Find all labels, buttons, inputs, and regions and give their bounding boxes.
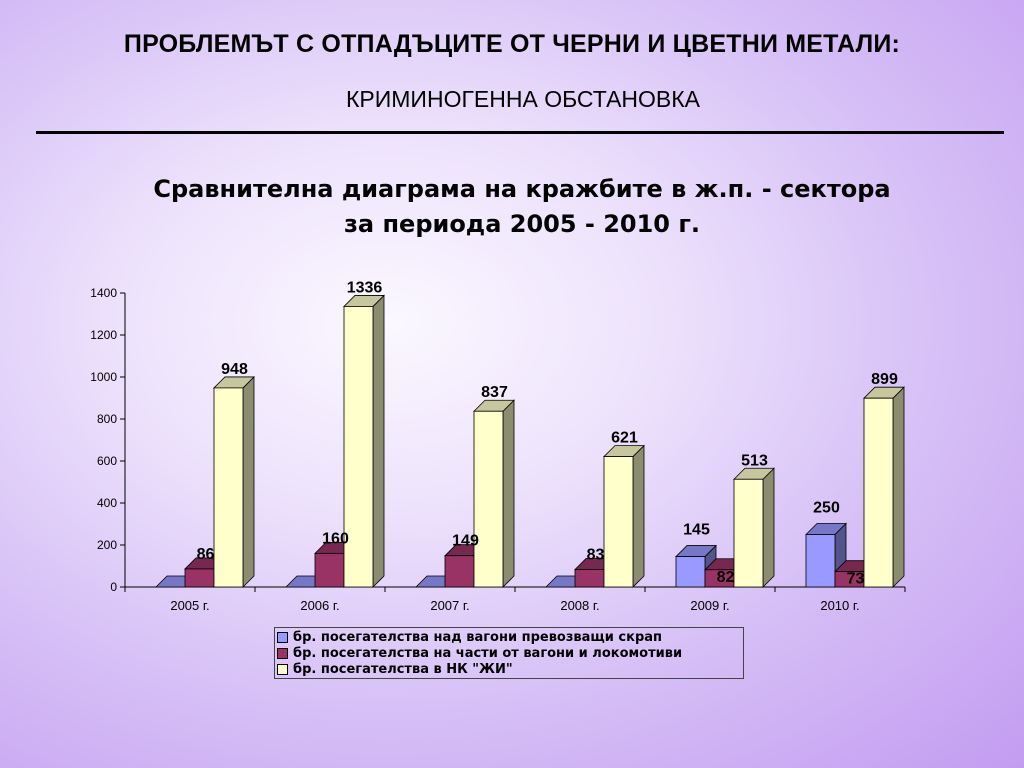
- x-tick-label: 2008 г.: [560, 598, 599, 613]
- bar-2-1: [343, 306, 374, 588]
- bar-side: [762, 467, 775, 588]
- data-label: 83: [587, 547, 605, 564]
- bar-2-4: [733, 478, 764, 588]
- data-label: 86: [197, 546, 215, 563]
- data-label: 160: [322, 530, 349, 547]
- legend-item-scrap: бр. посегателства над вагони превозващи …: [277, 629, 743, 645]
- bar-side: [242, 375, 255, 588]
- slide-title: ПРОБЛЕМЪТ С ОТПАДЪЦИТЕ ОТ ЧЕРНИ И ЦВЕТНИ…: [123, 30, 901, 58]
- data-label: 73: [847, 571, 865, 588]
- y-tick-label: 800: [97, 412, 117, 426]
- y-tick-label: 1400: [90, 286, 117, 300]
- data-label: 82: [717, 569, 735, 586]
- bar-1-1: [314, 553, 345, 588]
- bar-1-2: [444, 555, 475, 588]
- legend-label-nk-zhi: бр. посегателства в НК "ЖИ": [293, 661, 513, 677]
- y-tick-label: 400: [97, 496, 117, 510]
- y-tick-label: 0: [110, 580, 117, 594]
- bar-0-5: [805, 534, 836, 588]
- y-tick-label: 600: [97, 454, 117, 468]
- y-tick-label: 200: [97, 538, 117, 552]
- bar-side: [632, 444, 645, 588]
- x-tick-label: 2006 г.: [300, 598, 339, 613]
- data-label: 149: [452, 533, 479, 550]
- data-label: 837: [481, 384, 508, 401]
- x-tick-label: 2007 г.: [430, 598, 469, 613]
- legend-item-nk-zhi: бр. посегателства в НК "ЖИ": [277, 661, 743, 677]
- bar-side: [502, 399, 515, 588]
- bar-2-0: [213, 387, 244, 588]
- y-tick-label: 1000: [90, 370, 117, 384]
- legend-item-parts: бр. посегателства на части от вагони и л…: [277, 645, 743, 661]
- data-label: 1336: [347, 279, 383, 296]
- bar-2-5: [863, 397, 894, 588]
- chart-legend: бр. посегателства над вагони превозващи …: [274, 627, 744, 679]
- legend-swatch-scrap: [277, 631, 288, 643]
- chart-title-line-1: Сравнителна диаграма на кражбите в ж.п. …: [153, 175, 891, 203]
- legend-swatch-nk-zhi: [277, 663, 288, 675]
- legend-label-scrap: бр. посегателства над вагони превозващи …: [293, 629, 663, 645]
- x-tick-label: 2009 г.: [690, 598, 729, 613]
- bar-2-3: [603, 456, 634, 588]
- legend-label-parts: бр. посегателства на части от вагони и л…: [293, 645, 683, 661]
- data-label: 621: [611, 430, 638, 447]
- bar-2-2: [473, 410, 504, 588]
- bar-side: [372, 294, 385, 588]
- bar-0-4: [675, 556, 706, 588]
- bar-side: [892, 386, 905, 588]
- bar-1-3: [574, 569, 605, 588]
- data-label: 513: [741, 452, 768, 469]
- chart-title: Сравнителна диаграма на кражбите в ж.п. …: [0, 172, 1024, 242]
- data-label: 899: [871, 371, 898, 388]
- legend-swatch-parts: [277, 647, 288, 659]
- bar-1-0: [184, 568, 215, 588]
- title-divider: [36, 131, 1004, 134]
- slide-subtitle: КРИМИНОГЕННА ОБСТАНОВКА: [346, 86, 700, 112]
- data-label: 250: [813, 500, 840, 517]
- x-tick-label: 2005 г.: [170, 598, 209, 613]
- x-tick-label: 2010 г.: [820, 598, 859, 613]
- y-tick-label: 1200: [90, 328, 117, 342]
- data-label: 145: [683, 522, 710, 539]
- data-label: 948: [221, 361, 248, 378]
- chart-title-line-2: за периода 2005 - 2010 г.: [343, 210, 701, 238]
